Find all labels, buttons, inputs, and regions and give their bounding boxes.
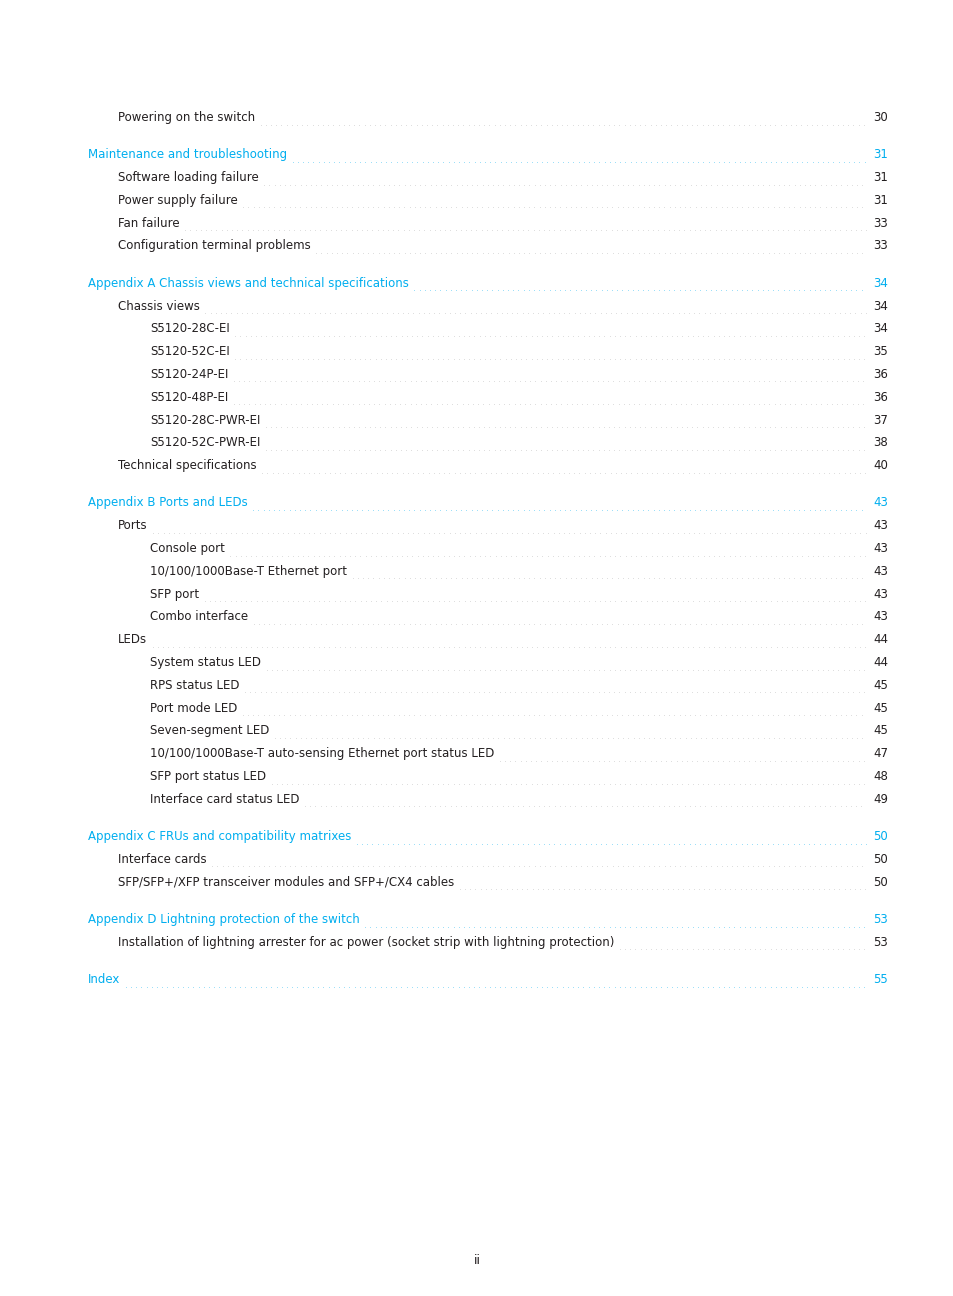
Text: Technical specifications: Technical specifications (118, 459, 256, 472)
Text: Chassis views: Chassis views (118, 299, 200, 312)
Text: 50: 50 (872, 876, 887, 889)
Text: 49: 49 (872, 793, 887, 806)
Text: 43: 43 (872, 520, 887, 533)
Text: LEDs: LEDs (118, 634, 147, 647)
Text: 44: 44 (872, 634, 887, 647)
Text: Seven-segment LED: Seven-segment LED (150, 724, 269, 737)
Text: S5120-48P-EI: S5120-48P-EI (150, 391, 228, 404)
Text: S5120-52C-EI: S5120-52C-EI (150, 345, 230, 358)
Text: SFP port: SFP port (150, 587, 199, 601)
Text: 47: 47 (872, 748, 887, 761)
Text: Power supply failure: Power supply failure (118, 194, 237, 207)
Text: 44: 44 (872, 656, 887, 669)
Text: 33: 33 (872, 216, 887, 229)
Text: 43: 43 (872, 542, 887, 555)
Text: RPS status LED: RPS status LED (150, 679, 239, 692)
Text: 34: 34 (872, 323, 887, 336)
Text: 40: 40 (872, 459, 887, 472)
Text: Appendix B Ports and LEDs: Appendix B Ports and LEDs (88, 496, 248, 509)
Text: Console port: Console port (150, 542, 225, 555)
Text: 43: 43 (872, 565, 887, 578)
Text: Port mode LED: Port mode LED (150, 701, 237, 714)
Text: 33: 33 (872, 240, 887, 253)
Text: SFP port status LED: SFP port status LED (150, 770, 266, 783)
Text: 31: 31 (872, 148, 887, 161)
Text: 55: 55 (872, 973, 887, 986)
Text: 30: 30 (872, 111, 887, 124)
Text: Installation of lightning arrester for ac power (socket strip with lightning pro: Installation of lightning arrester for a… (118, 936, 614, 949)
Text: Powering on the switch: Powering on the switch (118, 111, 254, 124)
Text: 53: 53 (872, 936, 887, 949)
Text: Fan failure: Fan failure (118, 216, 179, 229)
Text: 34: 34 (872, 277, 887, 290)
Text: 36: 36 (872, 391, 887, 404)
Text: Combo interface: Combo interface (150, 610, 248, 623)
Text: 45: 45 (872, 724, 887, 737)
Text: Software loading failure: Software loading failure (118, 171, 258, 184)
Text: 43: 43 (872, 610, 887, 623)
Text: 37: 37 (872, 413, 887, 426)
Text: 31: 31 (872, 171, 887, 184)
Text: Appendix D Lightning protection of the switch: Appendix D Lightning protection of the s… (88, 914, 359, 927)
Text: 34: 34 (872, 299, 887, 312)
Text: 43: 43 (872, 496, 887, 509)
Text: 38: 38 (872, 437, 887, 450)
Text: Maintenance and troubleshooting: Maintenance and troubleshooting (88, 148, 287, 161)
Text: 45: 45 (872, 701, 887, 714)
Text: Appendix C FRUs and compatibility matrixes: Appendix C FRUs and compatibility matrix… (88, 831, 351, 844)
Text: 45: 45 (872, 679, 887, 692)
Text: 35: 35 (872, 345, 887, 358)
Text: 36: 36 (872, 368, 887, 381)
Text: Index: Index (88, 973, 120, 986)
Text: 10/100/1000Base-T Ethernet port: 10/100/1000Base-T Ethernet port (150, 565, 347, 578)
Text: S5120-28C-EI: S5120-28C-EI (150, 323, 230, 336)
Text: 43: 43 (872, 587, 887, 601)
Text: 48: 48 (872, 770, 887, 783)
Text: 31: 31 (872, 194, 887, 207)
Text: 50: 50 (872, 853, 887, 866)
Text: Ports: Ports (118, 520, 148, 533)
Text: Appendix A Chassis views and technical specifications: Appendix A Chassis views and technical s… (88, 277, 409, 290)
Text: S5120-52C-PWR-EI: S5120-52C-PWR-EI (150, 437, 260, 450)
Text: 10/100/1000Base-T auto-sensing Ethernet port status LED: 10/100/1000Base-T auto-sensing Ethernet … (150, 748, 494, 761)
Text: System status LED: System status LED (150, 656, 261, 669)
Text: 53: 53 (872, 914, 887, 927)
Text: ii: ii (473, 1255, 480, 1267)
Text: SFP/SFP+/XFP transceiver modules and SFP+/CX4 cables: SFP/SFP+/XFP transceiver modules and SFP… (118, 876, 454, 889)
Text: Configuration terminal problems: Configuration terminal problems (118, 240, 311, 253)
Text: Interface card status LED: Interface card status LED (150, 793, 299, 806)
Text: S5120-24P-EI: S5120-24P-EI (150, 368, 228, 381)
Text: 50: 50 (872, 831, 887, 844)
Text: S5120-28C-PWR-EI: S5120-28C-PWR-EI (150, 413, 260, 426)
Text: Interface cards: Interface cards (118, 853, 207, 866)
